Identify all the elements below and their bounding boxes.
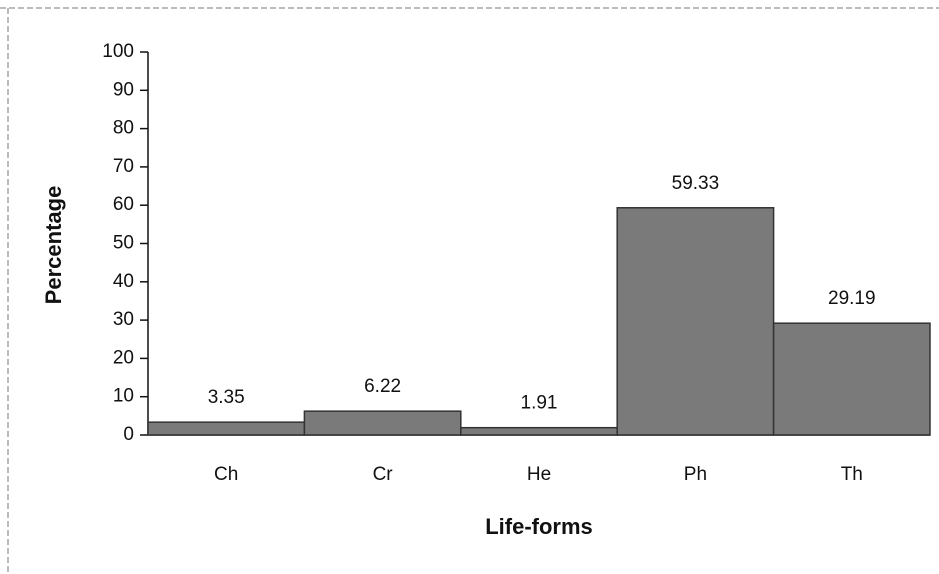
bar <box>147 421 306 436</box>
y-tick-label: 10 <box>113 386 134 407</box>
y-tick-label: 20 <box>113 347 134 368</box>
data-label: 29.19 <box>828 288 876 309</box>
y-axis-title: Percentage <box>41 186 66 305</box>
x-tick-label: Cr <box>373 464 394 485</box>
bar <box>303 410 462 436</box>
x-axis-title: Life-forms <box>485 514 593 539</box>
data-label: 3.35 <box>208 387 245 408</box>
y-tick-label: 80 <box>113 118 134 139</box>
y-tick-label: 90 <box>113 79 134 100</box>
y-tick-label: 70 <box>113 156 134 177</box>
bar <box>616 207 775 436</box>
y-tick-label: 60 <box>113 194 134 215</box>
x-tick-label: Th <box>841 464 863 485</box>
data-label: 59.33 <box>672 173 720 194</box>
x-tick-label: He <box>527 464 551 485</box>
y-tick-label: 100 <box>102 41 134 62</box>
data-label: 6.22 <box>364 376 401 397</box>
x-tick-label: Ch <box>214 464 238 485</box>
y-tick-label: 0 <box>123 424 134 445</box>
y-tick-label: 50 <box>113 233 134 254</box>
bar <box>772 322 931 436</box>
y-tick-label: 40 <box>113 271 134 292</box>
data-label: 1.91 <box>521 393 558 414</box>
y-tick-label: 30 <box>113 309 134 330</box>
x-tick-label: Ph <box>684 464 707 485</box>
bar <box>460 426 618 436</box>
